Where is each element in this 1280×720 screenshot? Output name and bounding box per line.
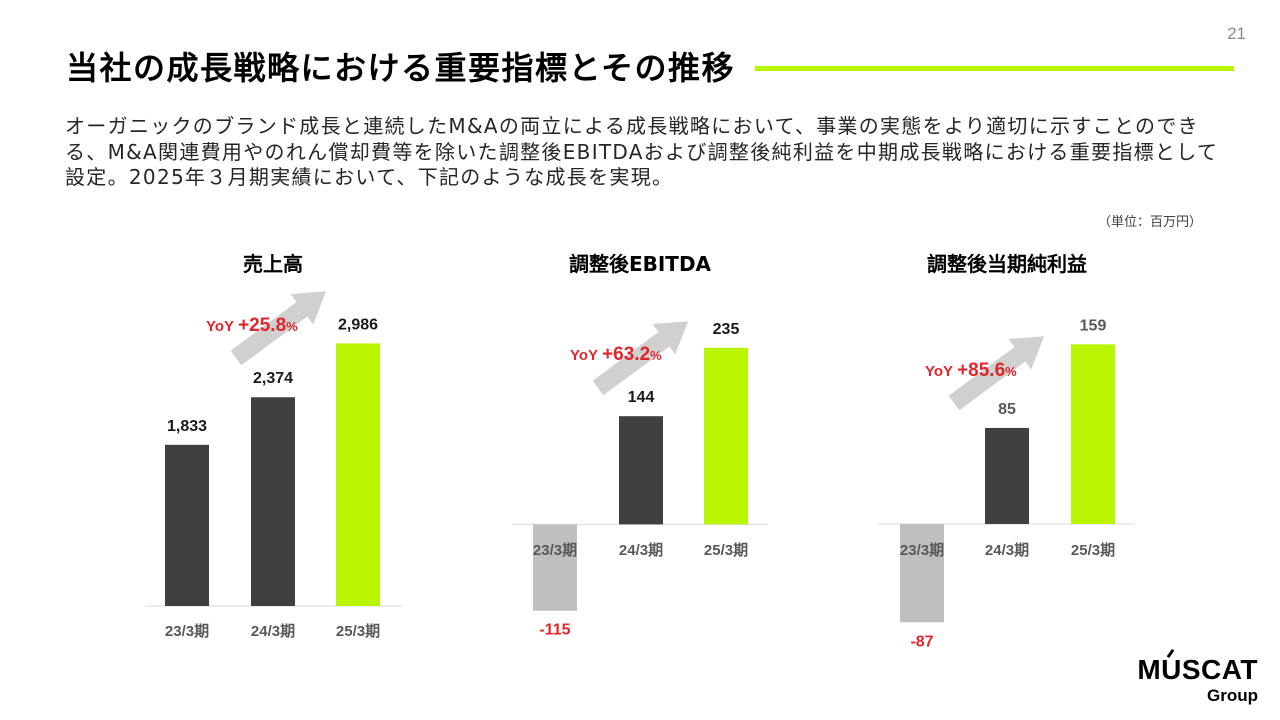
adj-ebitda-yoy-arrow-icon: [592, 321, 689, 396]
chart-title-adj-net-income: 調整後当期純利益: [927, 252, 1087, 276]
revenue-tick-label-fy25: 25/3期: [336, 622, 380, 640]
adj-ebitda-bar-fy25: [704, 347, 748, 525]
revenue-tick-label-fy24: 24/3期: [251, 622, 295, 640]
adj-net-income-yoy-arrow-icon: [948, 336, 1045, 411]
yoy-percent-sign: %: [1005, 364, 1017, 379]
logo-wordmark: MUSCAT: [1137, 648, 1258, 685]
adj-ebitda-value-label-fy24: 144: [628, 389, 655, 406]
adj-net-income-tick-label-fy23: 23/3期: [900, 541, 944, 559]
yoy-percent-sign: %: [286, 319, 298, 334]
page-number: 21: [1227, 24, 1246, 43]
revenue-value-label-fy25: 2,986: [338, 316, 378, 333]
chart-title-adj-ebitda: 調整後EBITDA: [569, 252, 712, 276]
yoy-prefix: YoY: [925, 363, 953, 380]
yoy-percent-sign: %: [650, 348, 662, 363]
adj-net-income-tick-label-fy25: 25/3期: [1071, 541, 1115, 559]
yoy-growth-value: +85.6: [957, 360, 1005, 381]
revenue-value-label-fy24: 2,374: [253, 370, 293, 387]
lead-line: オーガニックのブランド成長と連続したM&Aの両立による成長戦略において、事業の実…: [65, 114, 1199, 138]
revenue-tick-label-fy23: 23/3期: [165, 622, 209, 640]
adj-ebitda-chart: -115 144 235 23/3期 24/3期 25/3期: [512, 321, 768, 639]
adj-net-income-bar-fy23: [900, 524, 944, 623]
adj-net-income-tick-label-fy24: 24/3期: [985, 541, 1029, 559]
adj-ebitda-yoy-label: YoY +63.2%: [570, 344, 662, 365]
lead-paragraph: オーガニックのブランド成長と連続したM&Aの両立による成長戦略において、事業の実…: [65, 114, 1218, 191]
title-accent-line: [755, 65, 1234, 71]
adj-net-income-yoy-label: YoY +85.6%: [925, 360, 1017, 381]
logo-wordmark-text: MUSCAT: [1137, 654, 1258, 685]
chart-title-revenue: 売上高: [243, 252, 303, 276]
yoy-growth-value: +63.2: [602, 344, 650, 365]
revenue-value-label-fy23: 1,833: [167, 418, 207, 435]
yoy-arrows: [230, 291, 1045, 411]
adj-ebitda-tick-label-fy25: 25/3期: [704, 541, 748, 559]
adj-net-income-bar-fy24: [985, 427, 1029, 524]
adj-ebitda-tick-label-fy23: 23/3期: [533, 541, 577, 559]
adj-ebitda-value-label-fy23: -115: [539, 622, 570, 639]
adj-ebitda-value-label-fy25: 235: [713, 321, 740, 338]
title-row: 当社の成長戦略における重要指標とその推移: [66, 46, 1234, 90]
revenue-bar-fy25: [336, 343, 380, 606]
lead-line: る、M&A関連費用やのれん償却費等を除いた調整後EBITDAおよび調整後純利益を…: [65, 139, 1219, 164]
revenue-yoy-arrow-icon: [230, 291, 327, 366]
logo-subtext: Group: [1207, 686, 1258, 705]
company-logo: MUSCAT Group: [1137, 648, 1258, 706]
revenue-bar-fy23: [165, 444, 209, 606]
adj-net-income-value-label-fy23: -87: [910, 633, 933, 650]
adj-ebitda-bar-fy23: [533, 524, 577, 611]
adj-ebitda-tick-label-fy24: 24/3期: [619, 541, 663, 559]
adj-net-income-chart: -87 85 159 23/3期 24/3期 25/3期: [878, 317, 1135, 650]
revenue-chart: 1,833 2,374 2,986 23/3期 24/3期 25/3期: [145, 316, 402, 640]
adj-net-income-value-label-fy24: 85: [998, 401, 1016, 418]
yoy-growth-value: +25.8: [238, 315, 286, 336]
revenue-bar-fy24: [251, 397, 295, 606]
adj-net-income-bar-fy25: [1071, 344, 1115, 524]
lead-line: 設定。2025年３月期実績において、下記のような成長を実現。: [65, 165, 674, 189]
yoy-prefix: YoY: [570, 347, 598, 364]
page-title: 当社の成長戦略における重要指標とその推移: [66, 49, 736, 87]
adj-net-income-value-label-fy25: 159: [1080, 317, 1107, 334]
unit-note: （単位：百万円）: [1097, 215, 1202, 230]
adj-ebitda-bar-fy24: [619, 416, 663, 525]
yoy-prefix: YoY: [206, 318, 234, 335]
bar-charts: 1,833 2,374 2,986 23/3期 24/3期 25/3期 -115 144 235…: [145, 316, 1135, 650]
revenue-yoy-label: YoY +25.8%: [206, 315, 298, 336]
